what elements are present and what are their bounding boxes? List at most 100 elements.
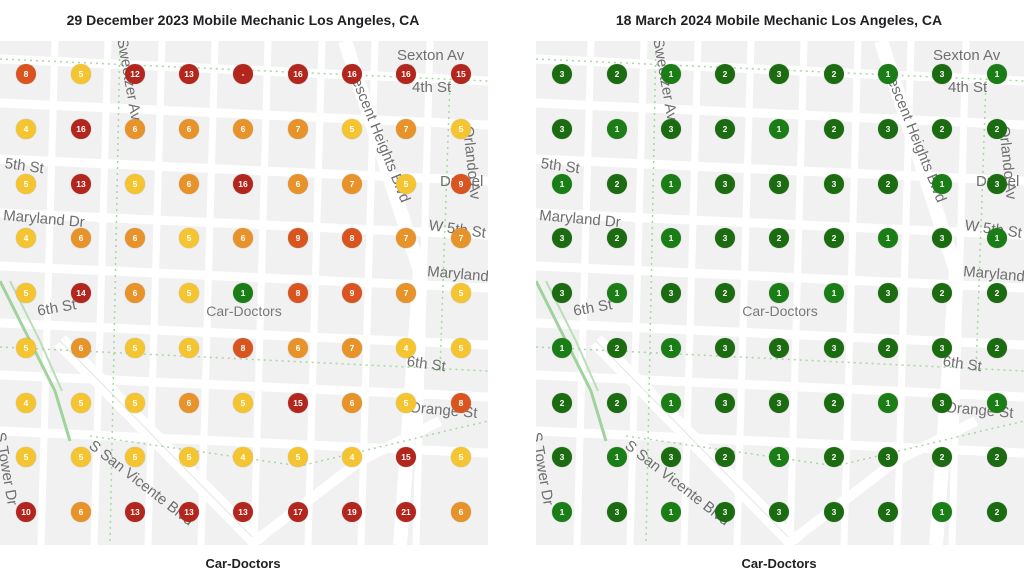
rank-marker[interactable]: 7 bbox=[342, 174, 362, 194]
rank-marker[interactable]: 2 bbox=[552, 393, 572, 413]
rank-marker[interactable]: 4 bbox=[16, 119, 36, 139]
rank-marker[interactable]: 5 bbox=[125, 338, 145, 358]
rank-marker[interactable]: 6 bbox=[71, 228, 91, 248]
rank-marker[interactable]: 6 bbox=[71, 338, 91, 358]
rank-marker[interactable]: 2 bbox=[987, 447, 1007, 467]
rank-marker[interactable]: 5 bbox=[16, 174, 36, 194]
rank-marker[interactable]: 7 bbox=[451, 228, 471, 248]
map-view[interactable]: Car-Doctors Sexton Av Crescent Heights Bl… bbox=[0, 41, 488, 545]
rank-marker[interactable]: 6 bbox=[288, 338, 308, 358]
rank-marker[interactable]: 2 bbox=[878, 502, 898, 522]
rank-marker[interactable]: 3 bbox=[932, 64, 952, 84]
rank-marker[interactable]: 1 bbox=[661, 502, 681, 522]
rank-marker[interactable]: 6 bbox=[451, 502, 471, 522]
rank-marker[interactable]: 5 bbox=[125, 447, 145, 467]
map-view[interactable]: Car-Doctors Sexton Av Crescent Heights Bl… bbox=[536, 41, 1024, 545]
rank-marker[interactable]: 1 bbox=[932, 174, 952, 194]
rank-marker[interactable]: 2 bbox=[987, 119, 1007, 139]
rank-marker[interactable]: 3 bbox=[715, 502, 735, 522]
rank-marker[interactable]: 3 bbox=[715, 338, 735, 358]
rank-marker[interactable]: - bbox=[233, 64, 253, 84]
rank-marker[interactable]: 6 bbox=[342, 393, 362, 413]
rank-marker[interactable]: 8 bbox=[451, 393, 471, 413]
rank-marker[interactable]: 3 bbox=[715, 228, 735, 248]
rank-marker[interactable]: 1 bbox=[878, 228, 898, 248]
rank-marker[interactable]: 2 bbox=[878, 338, 898, 358]
rank-marker[interactable]: 1 bbox=[769, 447, 789, 467]
rank-marker[interactable]: 5 bbox=[396, 174, 416, 194]
rank-marker[interactable]: 2 bbox=[715, 447, 735, 467]
rank-marker[interactable]: 1 bbox=[233, 283, 253, 303]
rank-marker[interactable]: 2 bbox=[987, 502, 1007, 522]
rank-marker[interactable]: 16 bbox=[233, 174, 253, 194]
rank-marker[interactable]: 2 bbox=[932, 119, 952, 139]
rank-marker[interactable]: 17 bbox=[288, 502, 308, 522]
rank-marker[interactable]: 2 bbox=[607, 338, 627, 358]
rank-marker[interactable]: 2 bbox=[824, 64, 844, 84]
rank-marker[interactable]: 8 bbox=[342, 228, 362, 248]
rank-marker[interactable]: 5 bbox=[451, 119, 471, 139]
rank-marker[interactable]: 2 bbox=[769, 228, 789, 248]
rank-marker[interactable]: 1 bbox=[607, 119, 627, 139]
rank-marker[interactable]: 6 bbox=[125, 119, 145, 139]
rank-marker[interactable]: 14 bbox=[71, 283, 91, 303]
rank-marker[interactable]: 12 bbox=[125, 64, 145, 84]
rank-marker[interactable]: 2 bbox=[715, 283, 735, 303]
rank-marker[interactable]: 3 bbox=[878, 283, 898, 303]
rank-marker[interactable]: 1 bbox=[661, 228, 681, 248]
rank-marker[interactable]: 6 bbox=[288, 174, 308, 194]
rank-marker[interactable]: 1 bbox=[878, 393, 898, 413]
rank-marker[interactable]: 5 bbox=[71, 447, 91, 467]
rank-marker[interactable]: 5 bbox=[451, 283, 471, 303]
rank-marker[interactable]: 9 bbox=[451, 174, 471, 194]
rank-marker[interactable]: 6 bbox=[233, 119, 253, 139]
rank-marker[interactable]: 7 bbox=[396, 283, 416, 303]
rank-marker[interactable]: 3 bbox=[715, 393, 735, 413]
rank-marker[interactable]: 3 bbox=[552, 283, 572, 303]
rank-marker[interactable]: 8 bbox=[288, 283, 308, 303]
rank-marker[interactable]: 7 bbox=[288, 119, 308, 139]
rank-marker[interactable]: 2 bbox=[824, 119, 844, 139]
rank-marker[interactable]: 3 bbox=[607, 502, 627, 522]
rank-marker[interactable]: 15 bbox=[451, 64, 471, 84]
rank-marker[interactable]: 6 bbox=[125, 283, 145, 303]
rank-marker[interactable]: 3 bbox=[932, 228, 952, 248]
rank-marker[interactable]: 2 bbox=[607, 393, 627, 413]
rank-marker[interactable]: 5 bbox=[179, 447, 199, 467]
rank-marker[interactable]: 5 bbox=[179, 283, 199, 303]
rank-marker[interactable]: 16 bbox=[288, 64, 308, 84]
rank-marker[interactable]: 16 bbox=[396, 64, 416, 84]
rank-marker[interactable]: 2 bbox=[715, 119, 735, 139]
rank-marker[interactable]: 2 bbox=[824, 393, 844, 413]
rank-marker[interactable]: 1 bbox=[987, 393, 1007, 413]
rank-marker[interactable]: 7 bbox=[342, 338, 362, 358]
rank-marker[interactable]: 2 bbox=[878, 174, 898, 194]
rank-marker[interactable]: 1 bbox=[987, 64, 1007, 84]
rank-marker[interactable]: 1 bbox=[987, 228, 1007, 248]
rank-marker[interactable]: 1 bbox=[769, 283, 789, 303]
rank-marker[interactable]: 2 bbox=[932, 283, 952, 303]
rank-marker[interactable]: 1 bbox=[552, 502, 572, 522]
rank-marker[interactable]: 4 bbox=[16, 393, 36, 413]
rank-marker[interactable]: 13 bbox=[233, 502, 253, 522]
rank-marker[interactable]: 1 bbox=[661, 64, 681, 84]
rank-marker[interactable]: 2 bbox=[987, 283, 1007, 303]
rank-marker[interactable]: 3 bbox=[987, 174, 1007, 194]
rank-marker[interactable]: 3 bbox=[824, 338, 844, 358]
rank-marker[interactable]: 13 bbox=[125, 502, 145, 522]
rank-marker[interactable]: 3 bbox=[552, 119, 572, 139]
rank-marker[interactable]: 2 bbox=[607, 64, 627, 84]
rank-marker[interactable]: 13 bbox=[179, 64, 199, 84]
rank-marker[interactable]: 13 bbox=[71, 174, 91, 194]
rank-marker[interactable]: 3 bbox=[824, 174, 844, 194]
rank-marker[interactable]: 1 bbox=[878, 64, 898, 84]
rank-marker[interactable]: 7 bbox=[396, 119, 416, 139]
rank-marker[interactable]: 5 bbox=[233, 393, 253, 413]
rank-marker[interactable]: 5 bbox=[288, 447, 308, 467]
rank-marker[interactable]: 15 bbox=[288, 393, 308, 413]
rank-marker[interactable]: 15 bbox=[396, 447, 416, 467]
rank-marker[interactable]: 3 bbox=[878, 119, 898, 139]
rank-marker[interactable]: 3 bbox=[824, 502, 844, 522]
rank-marker[interactable]: 5 bbox=[451, 338, 471, 358]
rank-marker[interactable]: 5 bbox=[71, 64, 91, 84]
